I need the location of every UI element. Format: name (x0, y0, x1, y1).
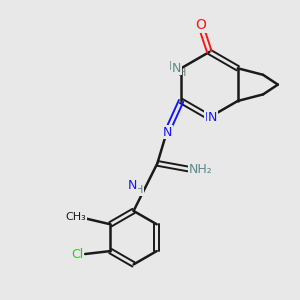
Text: N: N (128, 179, 137, 192)
Text: H: H (135, 185, 144, 195)
Text: N: N (169, 60, 178, 73)
Text: N: N (205, 111, 214, 124)
Text: N: N (163, 126, 172, 139)
Text: H: H (178, 68, 186, 78)
Text: CH₃: CH₃ (65, 212, 86, 222)
Text: NH₂: NH₂ (189, 163, 212, 176)
Text: N: N (172, 62, 182, 75)
Text: Cl: Cl (72, 248, 84, 260)
Text: O: O (195, 18, 206, 32)
Text: N: N (208, 111, 217, 124)
